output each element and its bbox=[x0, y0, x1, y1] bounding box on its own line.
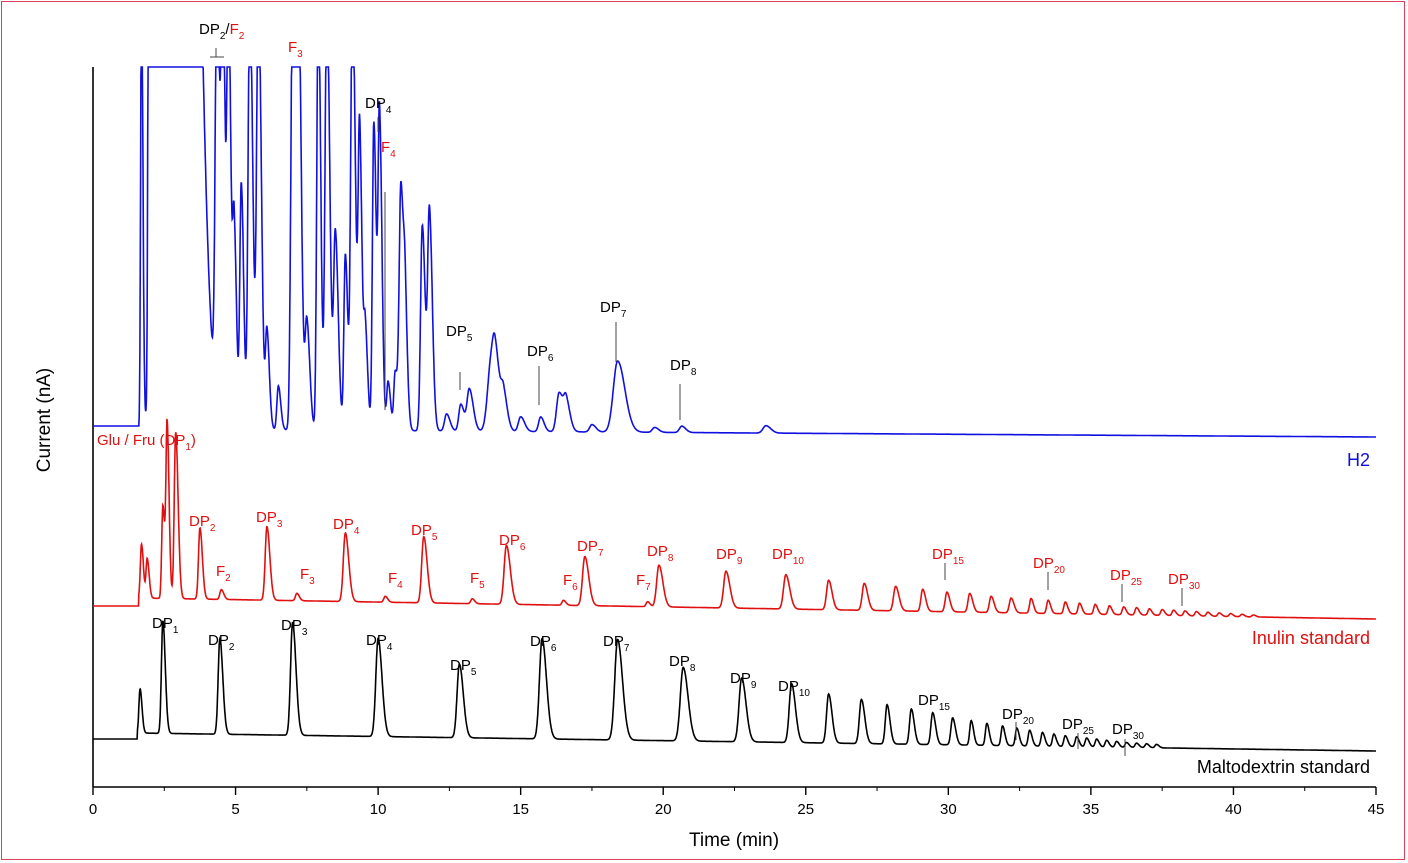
x-tick-label: 30 bbox=[940, 801, 957, 818]
x-tick-label: 25 bbox=[797, 801, 814, 818]
series-line-maltodextrin bbox=[93, 620, 1376, 752]
x-tick-label: 20 bbox=[655, 801, 672, 818]
malto-label-dp30: DP30 bbox=[1112, 721, 1144, 742]
malto-label-dp8: DP8 bbox=[669, 653, 696, 674]
inulin-label-f4: F4 bbox=[388, 570, 403, 591]
inulin-label-dp5: DP5 bbox=[411, 522, 438, 543]
malto-label-dp7: DP7 bbox=[603, 633, 630, 654]
series-label-h2: H2 bbox=[1347, 450, 1370, 470]
series-label-maltodextrin: Maltodextrin standard bbox=[1197, 757, 1370, 777]
inulin-label-dp10: DP10 bbox=[772, 546, 804, 567]
inulin-label-f5: F5 bbox=[470, 570, 485, 591]
x-tick-label: 40 bbox=[1225, 801, 1242, 818]
h2-annotations: DP2/F2 F3 DP4 F4 DP5 DP6 DP7 DP8 bbox=[199, 21, 697, 378]
inulin-label-dp25: DP25 bbox=[1110, 567, 1142, 588]
malto-label-dp4: DP4 bbox=[366, 632, 393, 653]
malto-label-dp20: DP20 bbox=[1002, 706, 1034, 727]
h2-label-f4: F4 bbox=[381, 139, 396, 160]
malto-label-dp25: DP25 bbox=[1062, 716, 1094, 737]
malto-label-dp6: DP6 bbox=[530, 633, 557, 654]
h2-label-f3: F3 bbox=[288, 39, 303, 60]
x-tick-label: 35 bbox=[1083, 801, 1100, 818]
annotation-markers bbox=[210, 48, 1183, 756]
series-line-h2 bbox=[93, 66, 1376, 438]
malto-label-dp5: DP5 bbox=[450, 657, 477, 678]
series-line-inulin bbox=[93, 418, 1376, 620]
series-label-inulin: Inulin standard bbox=[1252, 628, 1370, 648]
h2-label-dp7: DP7 bbox=[600, 299, 627, 320]
inulin-label-dp20: DP20 bbox=[1033, 555, 1065, 576]
malto-label-dp15: DP15 bbox=[918, 692, 950, 713]
malto-label-dp3: DP3 bbox=[281, 617, 308, 638]
malto-label-dp2: DP2 bbox=[208, 632, 235, 653]
x-tick-label: 5 bbox=[231, 801, 239, 818]
x-tick-label: 15 bbox=[512, 801, 529, 818]
inulin-label-dp8: DP8 bbox=[647, 543, 674, 564]
inulin-label-dp6: DP6 bbox=[499, 532, 526, 553]
malto-label-dp9: DP9 bbox=[730, 670, 757, 691]
malto-label-dp10: DP10 bbox=[778, 678, 810, 699]
inulin-label-f7: F7 bbox=[636, 572, 651, 593]
h2-label-dp6: DP6 bbox=[527, 343, 554, 364]
inulin-annotations: Glu / Fru (DP1) DP2 DP3 DP4 DP5 DP6 DP7 … bbox=[97, 432, 1200, 593]
inulin-label-f6: F6 bbox=[563, 572, 578, 593]
x-ticks: 0 5 10 15 20 25 30 35 40 45 bbox=[89, 787, 1385, 818]
x-tick-label: 10 bbox=[370, 801, 387, 818]
h2-label-dp8: DP8 bbox=[670, 357, 697, 378]
inulin-label-f3: F3 bbox=[300, 566, 315, 587]
inulin-label-dp30: DP30 bbox=[1168, 571, 1200, 592]
inulin-label-dp3: DP3 bbox=[256, 509, 283, 530]
inulin-label-dp7: DP7 bbox=[577, 538, 604, 559]
inulin-label-dp2: DP2 bbox=[189, 513, 216, 534]
inulin-label-dp15: DP15 bbox=[932, 546, 964, 567]
malto-annotations: DP1 DP2 DP3 DP4 DP5 DP6 DP7 DP8 DP9 DP10… bbox=[152, 615, 1144, 742]
inulin-label-f2: F2 bbox=[216, 563, 231, 584]
h2-label-dp4: DP4 bbox=[365, 95, 392, 116]
h2-label-dp5: DP5 bbox=[446, 323, 473, 344]
inulin-label-dp4: DP4 bbox=[333, 516, 360, 537]
x-tick-label: 45 bbox=[1368, 801, 1385, 818]
x-tick-label: 0 bbox=[89, 801, 97, 818]
malto-label-dp1: DP1 bbox=[152, 615, 179, 636]
inulin-label-glu-fru: Glu / Fru (DP1) bbox=[97, 432, 196, 453]
y-axis-label: Current (nA) bbox=[34, 368, 55, 473]
x-axis-label: Time (min) bbox=[689, 830, 779, 851]
h2-label-dp2-f2: DP2/F2 bbox=[199, 21, 245, 42]
inulin-label-dp9: DP9 bbox=[716, 546, 743, 567]
